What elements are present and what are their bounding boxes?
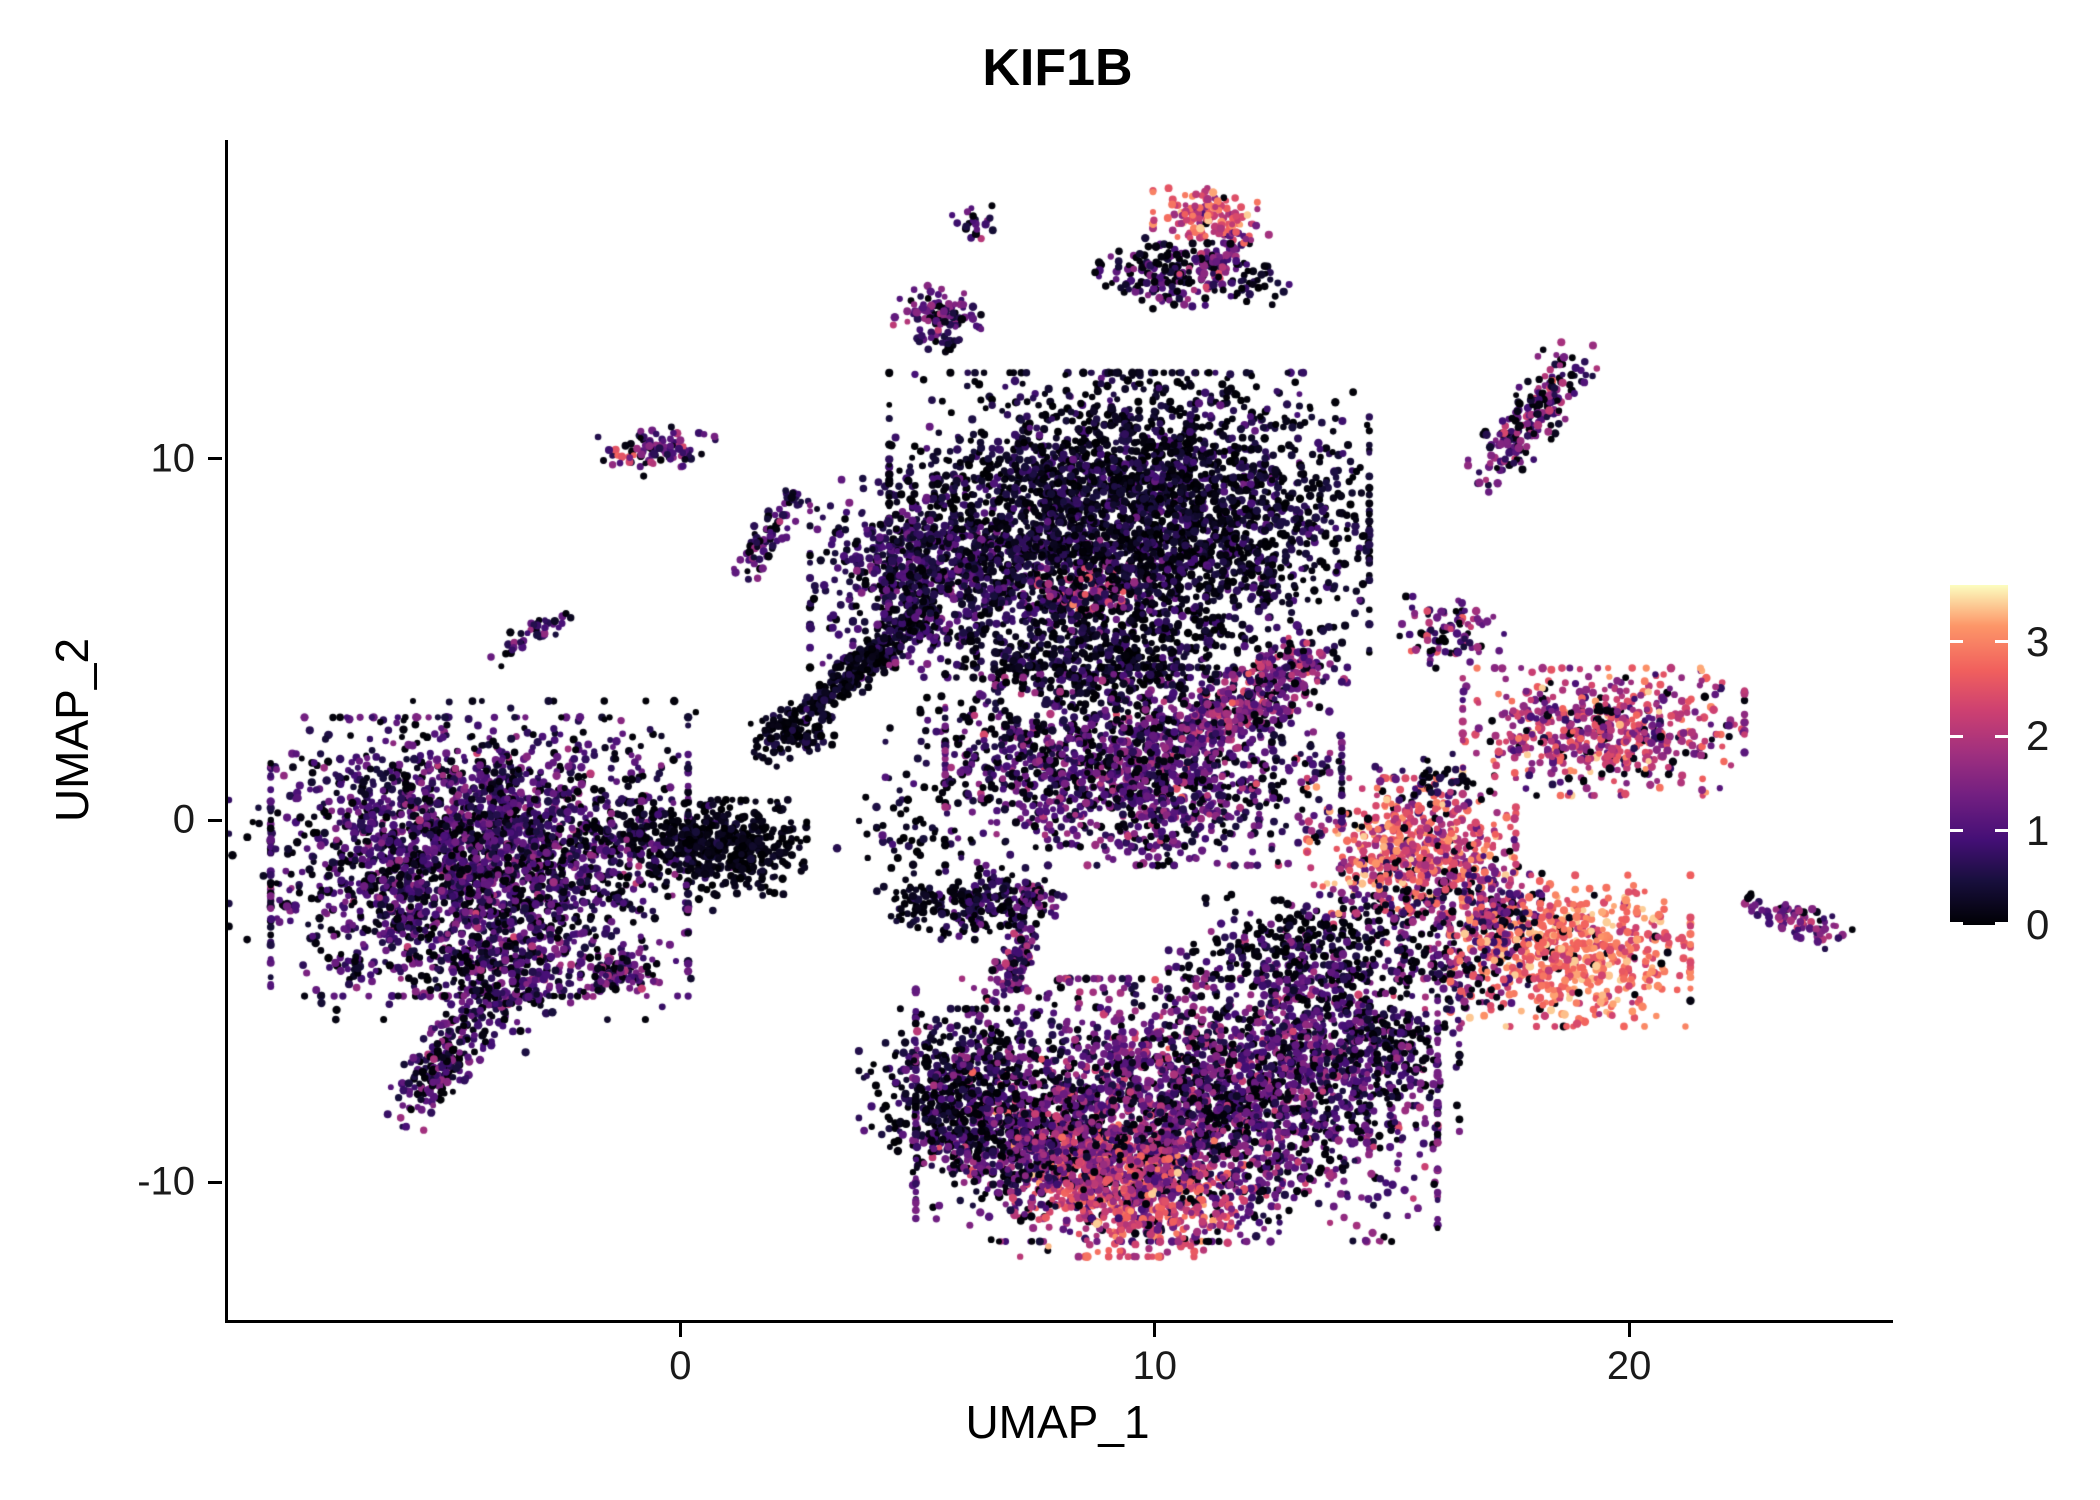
y-tick-mark (208, 457, 222, 461)
y-tick-mark (208, 1180, 222, 1184)
colorbar-tick-mark (1995, 640, 2008, 644)
colorbar-tick-mark (1950, 922, 1963, 925)
y-axis-title: UMAP_2 (46, 637, 98, 823)
x-tick-label: 10 (1132, 1344, 1177, 1388)
y-tick-mark (208, 818, 222, 822)
y-tick-label: 0 (172, 797, 195, 842)
x-tick-label: 20 (1606, 1344, 1652, 1388)
x-tick-label: 0 (669, 1344, 692, 1388)
plot-title: KIF1B (982, 39, 1133, 97)
colorbar-tick-mark (1995, 922, 2008, 925)
x-axis-title: UMAP_1 (965, 1396, 1150, 1448)
colorbar-tick-mark (1995, 734, 2008, 738)
colorbar-tick-label: 1 (2026, 806, 2050, 854)
colorbar-tick-mark (1950, 829, 1963, 833)
y-tick-label: -10 (137, 1159, 195, 1204)
y-tick-label: 10 (150, 436, 196, 481)
colorbar-tick-mark (1950, 640, 1963, 644)
colorbar-legend: 0 1 2 3 (1950, 585, 2100, 948)
plot-panel (225, 140, 1893, 1323)
x-tick-mark (1153, 1323, 1157, 1337)
colorbar-tick-label: 2 (2026, 712, 2050, 760)
colorbar-tick-label: 3 (2026, 617, 2050, 665)
colorbar-gradient (1950, 585, 2008, 925)
colorbar-tick-mark (1950, 734, 1963, 738)
x-tick-mark (678, 1323, 682, 1337)
x-tick-mark (1627, 1323, 1631, 1337)
colorbar-tick-label: 0 (2026, 901, 2050, 948)
umap-scatter-canvas (228, 140, 1893, 1320)
colorbar-tick-mark (1995, 829, 2008, 833)
